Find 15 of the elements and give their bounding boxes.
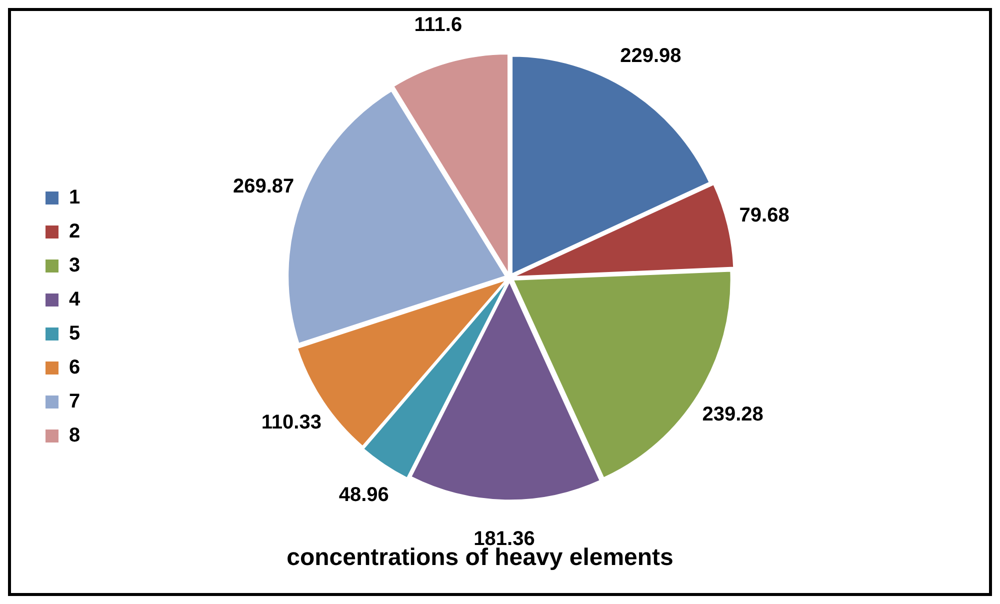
legend-label: 6 <box>69 356 80 379</box>
data-label: 79.68 <box>739 204 790 227</box>
legend-label: 5 <box>69 322 80 345</box>
data-label: 110.33 <box>261 411 322 434</box>
legend-label: 1 <box>69 186 80 209</box>
legend-label: 7 <box>69 390 80 413</box>
data-label: 239.28 <box>702 403 764 426</box>
data-label: 111.6 <box>414 14 462 36</box>
data-label: 229.98 <box>620 45 682 68</box>
legend-label: 4 <box>69 288 81 311</box>
legend-label: 8 <box>69 424 80 447</box>
legend-label: 2 <box>69 220 80 243</box>
legend-label: 3 <box>69 254 80 277</box>
data-label: 48.96 <box>338 484 389 506</box>
data-label: 269.87 <box>232 176 294 198</box>
